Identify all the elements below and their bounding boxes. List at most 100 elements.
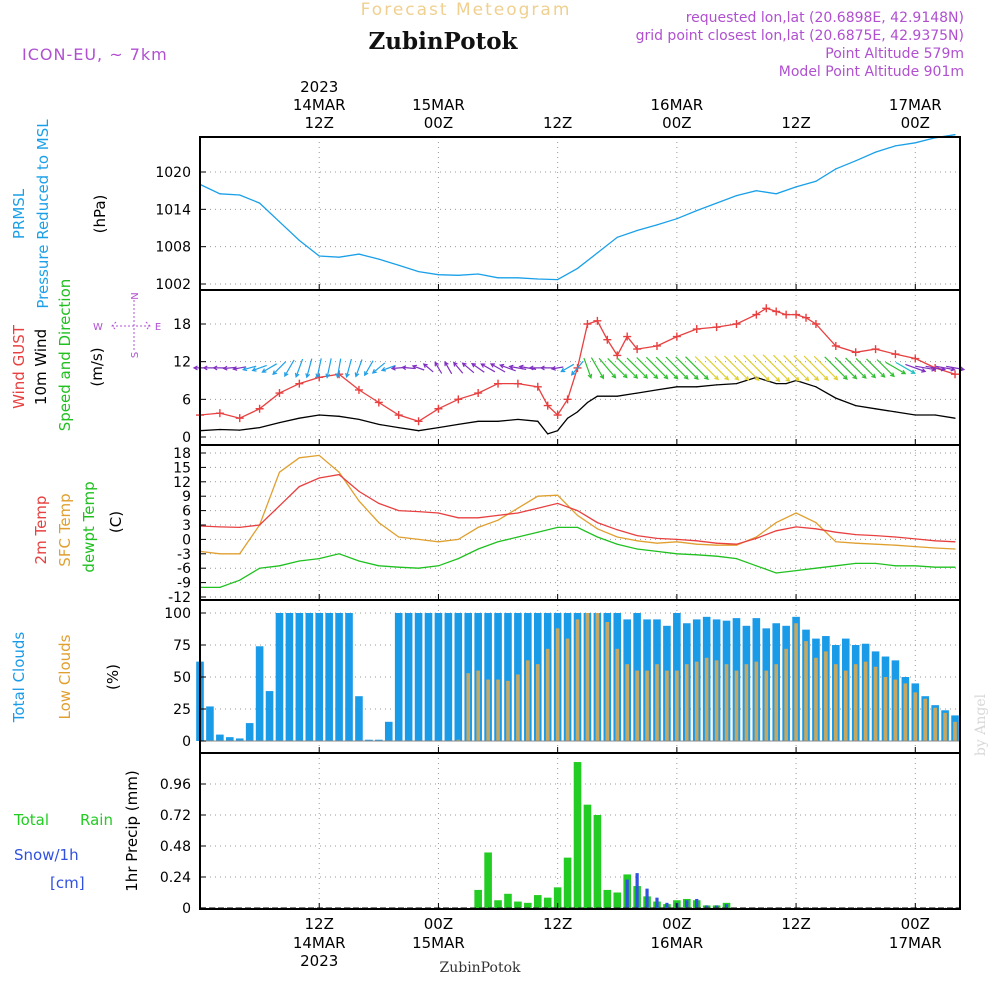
total-clouds-bar <box>355 696 363 741</box>
sfc-temp-line-point <box>894 544 897 546</box>
wind-gust-line-point <box>414 417 423 426</box>
y-tick-label: -6 <box>177 561 191 577</box>
snow-bar <box>724 904 729 908</box>
sfc-temp-line-point <box>417 538 420 541</box>
wind-10m-line-point <box>547 433 549 435</box>
wind-10m-line-point <box>378 423 380 426</box>
dewpt-line-point <box>537 531 539 533</box>
y-tick-label: 50 <box>173 670 191 686</box>
wind-10m-line-point <box>596 395 598 397</box>
wind-arrow <box>232 366 247 371</box>
wind-10m-line-point <box>785 383 787 385</box>
wind-arrow <box>461 362 475 374</box>
wind-10m-line-point <box>497 420 499 422</box>
top-time-label: 12Z <box>781 114 810 132</box>
wind-10m-line-point <box>835 397 837 399</box>
dewpt-line-point <box>676 553 678 555</box>
wind-arrow <box>570 360 584 376</box>
snow-bar <box>635 873 639 908</box>
rain-bar <box>533 895 542 908</box>
2m-temp-line-point <box>338 474 340 476</box>
wind-arrow <box>723 355 750 381</box>
total-clouds-bar <box>494 613 502 741</box>
wind-gust-line-point <box>533 382 542 391</box>
wind-gust-line-point <box>782 310 791 319</box>
dewpt-line-point <box>557 526 559 529</box>
wind-10m-line-point <box>437 426 440 429</box>
low-clouds-bar <box>496 679 500 741</box>
wind-arrow <box>905 363 927 373</box>
snow-bar <box>685 900 689 908</box>
top-year-label: 2023 <box>300 78 338 96</box>
dewpt-line-point <box>616 543 618 545</box>
low-clouds-bar <box>595 613 600 741</box>
low-clouds-bar <box>943 712 947 741</box>
wind-gust-line-point <box>603 335 612 344</box>
closest-coords: grid point closest lon,lat (20.6875E, 42… <box>636 28 964 44</box>
low-clouds-bar <box>506 680 510 741</box>
bottom-date-label: 17MAR <box>889 934 942 952</box>
wind-gust-line-point <box>772 307 781 316</box>
wind-gust-line-point <box>831 341 840 350</box>
total-clouds-bar <box>434 613 443 741</box>
low-clouds-bar <box>585 613 590 741</box>
wind-arrow <box>607 357 628 379</box>
low-clouds-bar <box>665 670 669 741</box>
pressure-line-point <box>298 239 300 242</box>
2m-temp-line-point <box>557 502 559 504</box>
low-clouds-bar <box>545 648 550 741</box>
y-tick-label: 18 <box>173 446 191 462</box>
total-clouds-bar <box>424 613 433 741</box>
dewpt-label: dewpt Temp <box>80 481 98 572</box>
wind-gust-line-point <box>235 414 244 423</box>
2m-temp-line-point <box>576 510 579 512</box>
sfc-temp-line-point <box>716 544 718 546</box>
low-clouds-bar <box>535 664 540 741</box>
wind-10m-line-point <box>636 392 638 394</box>
low-clouds-bar <box>694 661 699 741</box>
chart-title: Forecast Meteogram <box>361 0 572 20</box>
pressure-line-point <box>437 274 440 276</box>
wind-arrow <box>550 365 564 371</box>
sfc-temp-line-point <box>239 553 241 555</box>
dewpt-line-point <box>795 570 797 572</box>
2m-temp-line-point <box>437 512 440 514</box>
top-date-label: 16MAR <box>651 96 704 114</box>
pressure-unit-label: (hPa) <box>91 195 109 234</box>
wind-arrow <box>354 359 363 378</box>
credit: by Angel <box>973 693 989 756</box>
wind-arrow <box>539 365 555 371</box>
total-clouds-bar <box>235 738 244 741</box>
requested-coords: requested lon,lat (20.6898E, 42.9148N) <box>686 10 964 26</box>
low-clouds-bar <box>565 638 570 741</box>
wind-gust-line-point <box>553 411 562 420</box>
rain-bar <box>553 887 562 908</box>
2m-temp-line-point <box>259 524 261 526</box>
y-tick-label: 100 <box>164 606 191 622</box>
wind-10m-line-point <box>318 414 320 416</box>
2m-temp-line-point <box>894 536 897 538</box>
dewpt-line-point <box>497 541 499 543</box>
wind-gust-line-point <box>275 389 284 398</box>
dewpt-line-point <box>517 536 519 538</box>
2m-temp-line-point <box>874 534 877 537</box>
low-clouds-bar <box>615 648 620 741</box>
snow-unit-label: [cm] <box>50 874 85 892</box>
dewpt-line-point <box>318 558 320 560</box>
low-clouds-bar <box>953 721 957 741</box>
dewpt-line-point <box>735 558 738 560</box>
wind-10m-line-point <box>557 430 559 432</box>
dewpt-line-point <box>278 565 281 567</box>
low-clouds-bar <box>684 664 689 741</box>
pressure-line <box>199 134 956 281</box>
model-altitude: Model Point Altitude 901m <box>779 64 964 80</box>
y-tick-label: 75 <box>173 638 191 654</box>
wind-gust-line-point <box>474 389 483 398</box>
wind-arrow <box>855 357 877 379</box>
pressure-line-point <box>616 236 618 238</box>
total-rain-label-rain: Rain <box>80 811 113 829</box>
dewpt-line-point <box>338 553 340 555</box>
low-clouds-bar <box>625 664 629 741</box>
wind-10m-line-point <box>298 417 300 419</box>
wind-arrow <box>508 364 527 370</box>
